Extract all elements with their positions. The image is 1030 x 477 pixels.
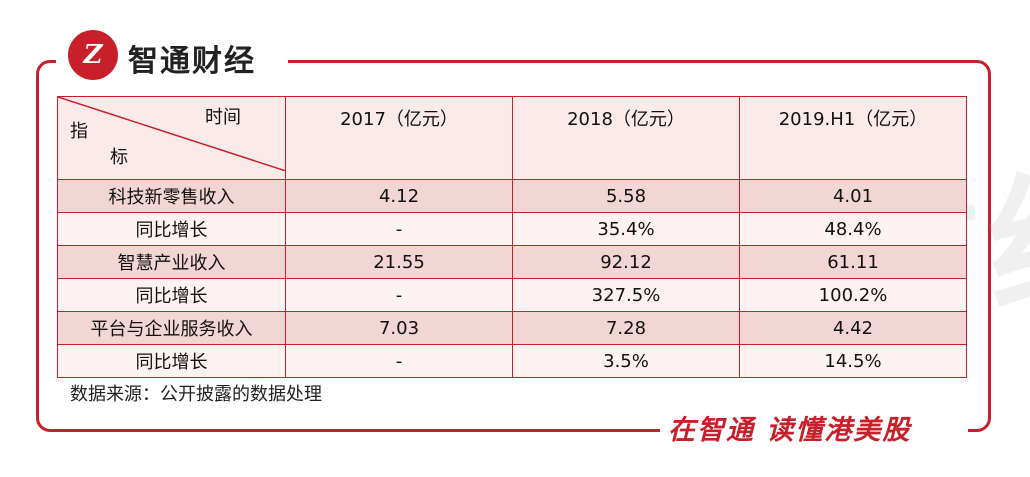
table-cell: 7.03 — [285, 311, 513, 345]
brand-name: 智通财经 — [128, 44, 256, 79]
table-header-row: 时间 指 标 2017（亿元） 2018（亿元） 2019.H1（亿元） — [57, 96, 967, 180]
data-table: 时间 指 标 2017（亿元） 2018（亿元） 2019.H1（亿元） 科技新… — [57, 96, 967, 378]
corner-label-time: 时间 — [205, 107, 241, 128]
table-cell: 92.12 — [512, 245, 740, 279]
corner-label-indicator-2: 标 — [110, 147, 128, 168]
table-cell: - — [285, 344, 513, 378]
table-cell: 4.01 — [739, 179, 967, 213]
table-cell: 61.11 — [739, 245, 967, 279]
corner-header-cell: 时间 指 标 — [57, 96, 286, 180]
table-row: 同比增长 - 327.5% 100.2% — [57, 278, 967, 312]
slogan: 在智通 读懂港美股 — [668, 415, 912, 446]
table-row: 同比增长 - 35.4% 48.4% — [57, 212, 967, 246]
row-label: 同比增长 — [57, 278, 286, 312]
row-label: 平台与企业服务收入 — [57, 311, 286, 345]
table-cell: 100.2% — [739, 278, 967, 312]
table-row: 科技新零售收入 4.12 5.58 4.01 — [57, 179, 967, 213]
table-row: 同比增长 - 3.5% 14.5% — [57, 344, 967, 378]
table-cell: - — [285, 278, 513, 312]
column-header: 2017（亿元） — [285, 96, 513, 180]
table-cell: 7.28 — [512, 311, 740, 345]
corner-label-indicator-1: 指 — [70, 121, 88, 142]
column-header: 2019.H1（亿元） — [739, 96, 967, 180]
row-label: 同比增长 — [57, 212, 286, 246]
table-cell: 5.58 — [512, 179, 740, 213]
table-row: 平台与企业服务收入 7.03 7.28 4.42 — [57, 311, 967, 345]
row-label: 智慧产业收入 — [57, 245, 286, 279]
table-cell: 21.55 — [285, 245, 513, 279]
slogan-background — [660, 404, 968, 448]
row-label: 同比增长 — [57, 344, 286, 378]
table-cell: 14.5% — [739, 344, 967, 378]
table-cell: 327.5% — [512, 278, 740, 312]
table-cell: 48.4% — [739, 212, 967, 246]
table-cell: - — [285, 212, 513, 246]
table-row: 智慧产业收入 21.55 92.12 61.11 — [57, 245, 967, 279]
row-label: 科技新零售收入 — [57, 179, 286, 213]
source-note: 数据来源：公开披露的数据处理 — [70, 384, 322, 405]
column-header: 2018（亿元） — [512, 96, 740, 180]
table-cell: 4.42 — [739, 311, 967, 345]
red-frame — [36, 60, 991, 432]
table-cell: 4.12 — [285, 179, 513, 213]
diagonal-divider-icon — [58, 97, 286, 171]
table-cell: 3.5% — [512, 344, 740, 378]
brand-logo-icon: Z — [68, 30, 118, 80]
table-cell: 35.4% — [512, 212, 740, 246]
